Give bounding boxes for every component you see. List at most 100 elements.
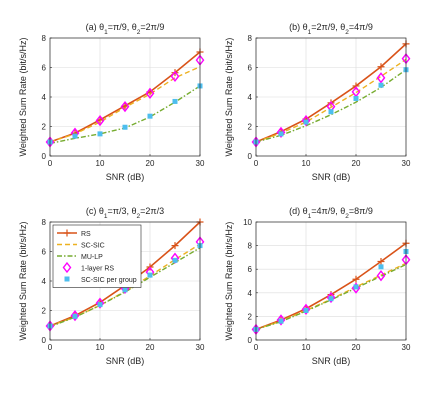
title-subscript: 1 — [308, 29, 312, 36]
y-tick-label: 4 — [42, 277, 47, 286]
title-text: =2π/3 — [140, 206, 164, 216]
y-tick-label: 0 — [248, 152, 253, 161]
title-subscript: 1 — [104, 213, 108, 220]
x-tick-label: 30 — [196, 159, 205, 168]
data-point-1-layer-rs — [170, 70, 180, 82]
x-tick-label: 30 — [402, 343, 411, 352]
data-point-sc-sic-per-group — [353, 284, 359, 290]
y-axis-label: Weighted Sum Rate (bit/s/Hz) — [224, 38, 234, 157]
title-text: (a) θ — [86, 22, 105, 32]
data-point-sc-sic-per-group — [303, 119, 309, 125]
legend-label: SC-SIC — [81, 242, 105, 249]
legend-label: 1-layer RS — [81, 265, 114, 272]
data-point-1-layer-rs — [145, 87, 155, 99]
y-tick-label: 0 — [42, 152, 47, 161]
y-tick-label: 8 — [248, 34, 253, 43]
data-point-1-layer-rs — [95, 114, 105, 127]
panel-title: (b) θ1=2π/9, θ2=4π/9 — [289, 22, 373, 36]
x-tick-label: 0 — [48, 159, 53, 168]
x-tick-label: 30 — [402, 159, 411, 168]
legend-marker — [62, 261, 72, 274]
data-point-sc-sic-per-group — [278, 131, 284, 137]
axes-box — [255, 37, 407, 157]
data-point-rs — [377, 258, 385, 266]
title-text: =4π/9, θ — [311, 206, 345, 216]
y-axis-label: Weighted Sum Rate (bit/s/Hz) — [224, 222, 234, 341]
panel-title: (a) θ1=π/9, θ2=2π/9 — [86, 22, 165, 36]
x-tick-label: 10 — [302, 343, 311, 352]
data-point-1-layer-rs — [276, 314, 286, 326]
axes-box — [49, 37, 201, 157]
y-tick-label: 2 — [248, 312, 253, 321]
axes-box — [255, 221, 407, 341]
data-point-1-layer-rs — [376, 72, 386, 84]
title-text: =2π/9, θ — [311, 22, 345, 32]
data-point-sc-sic-per-group — [328, 109, 334, 115]
panel-title: (c) θ1=π/3, θ2=2π/3 — [86, 206, 164, 220]
data-point-sc-sic-per-group — [172, 98, 178, 104]
data-point-1-layer-rs — [376, 270, 386, 282]
data-point-sc-sic-per-group — [328, 296, 334, 302]
title-text: =4π/9 — [349, 22, 373, 32]
y-tick-label: 4 — [248, 289, 253, 298]
legend: RS SC-SIC MU-LP 1-layer RS SC-SIC per group — [52, 224, 142, 288]
x-axis-label: SNR (dB) — [106, 172, 145, 182]
x-tick-label: 10 — [96, 159, 105, 168]
data-point-rs — [377, 63, 385, 71]
x-tick-label: 20 — [352, 159, 361, 168]
x-tick-label: 20 — [352, 343, 361, 352]
y-axis-label: Weighted Sum Rate (bit/s/Hz) — [18, 222, 28, 341]
title-subscript: 2 — [345, 213, 349, 220]
y-axis-label: Weighted Sum Rate (bit/s/Hz) — [18, 38, 28, 157]
panel-title: (d) θ1=4π/9, θ2=8π/9 — [289, 206, 373, 220]
title-text: (c) θ — [86, 206, 104, 216]
y-tick-label: 6 — [42, 248, 47, 257]
y-tick-label: 8 — [42, 218, 47, 227]
y-tick-label: 0 — [42, 336, 47, 345]
title-subscript: 2 — [345, 29, 349, 36]
data-point-1-layer-rs — [326, 291, 336, 304]
title-text: (b) θ — [289, 22, 308, 32]
x-axis-label: SNR (dB) — [312, 356, 351, 366]
data-point-sc-sic-per-group — [97, 302, 103, 308]
data-point-1-layer-rs — [120, 100, 130, 113]
y-tick-label: 2 — [248, 123, 253, 132]
data-point-sc-sic-per-group — [97, 131, 103, 137]
y-tick-label: 6 — [248, 64, 253, 73]
x-tick-label: 20 — [146, 343, 155, 352]
data-point-sc-sic-per-group — [147, 113, 153, 119]
y-tick-label: 8 — [42, 34, 47, 43]
data-point-sc-sic-per-group — [72, 313, 78, 319]
y-tick-label: 4 — [42, 93, 47, 102]
title-subscript: 2 — [137, 213, 141, 220]
data-point-rs — [352, 275, 360, 283]
data-point-sc-sic-per-group — [353, 95, 359, 101]
data-point-1-layer-rs — [301, 114, 311, 127]
x-tick-label: 0 — [48, 343, 53, 352]
x-tick-label: 0 — [254, 159, 259, 168]
y-tick-label: 8 — [248, 242, 253, 251]
data-point-sc-sic-per-group — [303, 308, 309, 313]
data-point-sc-sic-per-group — [378, 82, 384, 88]
data-point-1-layer-rs — [95, 297, 105, 309]
x-tick-label: 30 — [196, 343, 205, 352]
data-point-sc-sic-per-group — [147, 272, 153, 278]
y-tick-label: 10 — [243, 218, 252, 227]
legend-label: SC-SIC per group — [81, 277, 137, 284]
data-point-sc-sic-per-group — [122, 124, 128, 130]
data-point-sc-sic-per-group — [278, 318, 284, 324]
x-tick-label: 10 — [302, 159, 311, 168]
y-tick-label: 2 — [42, 123, 47, 132]
y-tick-label: 2 — [42, 307, 47, 316]
title-subscript: 2 — [137, 29, 141, 36]
data-point-rs — [171, 242, 179, 250]
x-tick-label: 20 — [146, 159, 155, 168]
data-point-sc-sic-per-group — [172, 257, 178, 263]
data-point-sc-sic-per-group — [72, 133, 78, 139]
axes-box — [49, 221, 201, 341]
title-subscript: 1 — [308, 213, 312, 220]
